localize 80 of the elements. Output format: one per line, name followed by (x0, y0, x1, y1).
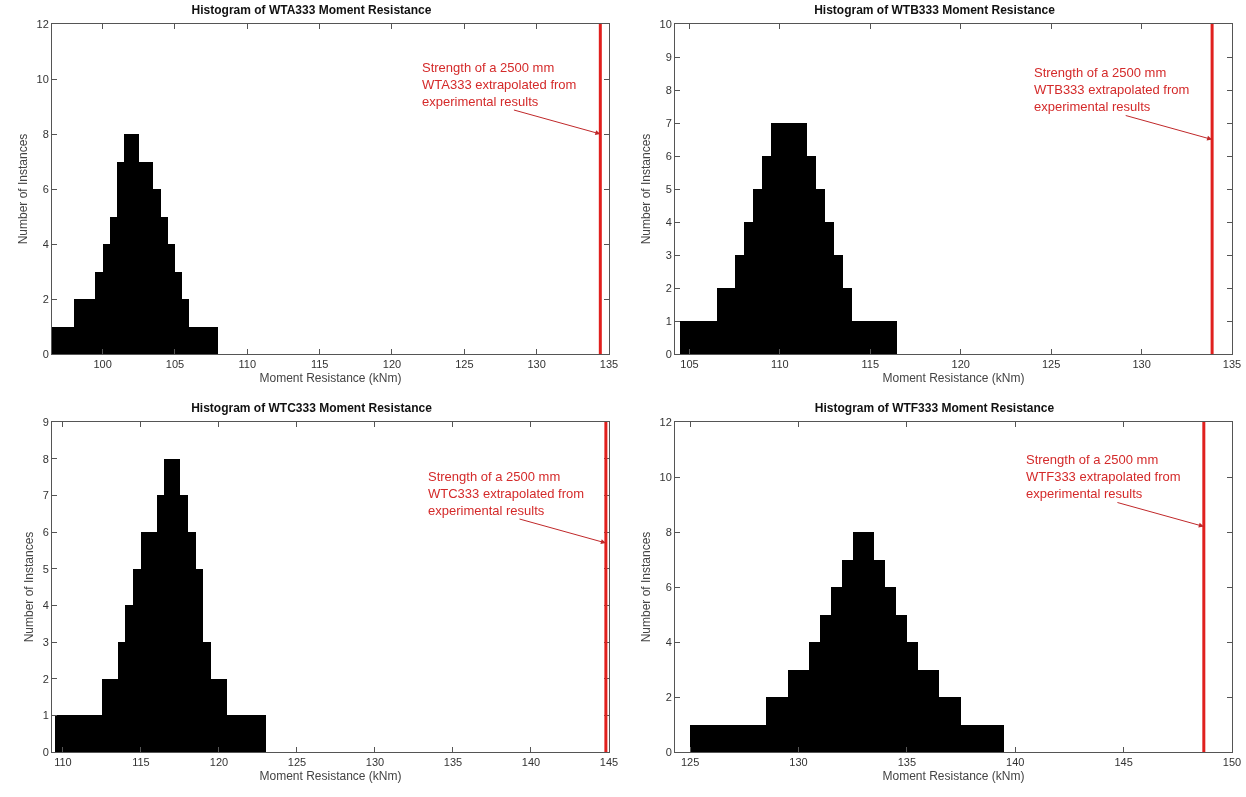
x-tick-label: 110 (54, 756, 72, 769)
y-tick-label: 2 (42, 292, 49, 305)
y-tick-label: 2 (665, 281, 672, 294)
x-tick-label: 135 (1222, 358, 1242, 371)
x-tick-label: 150 (1222, 756, 1242, 769)
x-tick-label: 115 (861, 358, 880, 371)
chart-title: Histogram of WTB333 Moment Resistance (814, 3, 1056, 18)
y-tick-label: 8 (42, 452, 49, 465)
y-tick-label: 12 (36, 17, 49, 30)
y-tick-label: 10 (36, 72, 49, 85)
x-tick-label: 105 (165, 358, 185, 371)
x-tick-label: 115 (310, 358, 329, 371)
y-tick-label: 6 (665, 580, 672, 593)
y-tick-label: 8 (42, 127, 49, 140)
x-tick-label: 125 (287, 756, 307, 769)
x-tick-label: 145 (1114, 756, 1133, 769)
annotation: Strength of a 2500 mm WTA333 extrapolated from experimental results (422, 60, 577, 109)
x-tick-label: 105 (680, 358, 699, 371)
y-tick-label: 7 (42, 489, 49, 502)
chart-title: Histogram of WTF333 Moment Resistance (814, 401, 1055, 416)
y-tick-label: 9 (42, 415, 49, 428)
y-tick-label: 6 (42, 525, 49, 538)
y-tick-label: 6 (665, 149, 672, 162)
y-tick-label: 5 (42, 562, 49, 575)
annotation: Strength of a 2500 mm WTB333 extrapolated from experimental results (1034, 65, 1190, 114)
y-tick-label: 0 (665, 745, 672, 758)
y-tick-label: 3 (665, 248, 672, 261)
x-axis-title: Moment Resistance (kNm) (259, 371, 402, 386)
chart-title: Histogram of WTC333 Moment Resistance (191, 401, 433, 416)
y-tick-label: 1 (42, 709, 49, 722)
y-tick-label: 5 (665, 182, 672, 195)
x-tick-label: 130 (365, 756, 385, 769)
y-tick-label: 4 (42, 599, 49, 612)
y-axis-title: Number of Instances (638, 133, 653, 245)
x-axis-title: Moment Resistance (kNm) (882, 769, 1025, 784)
annotation: Strength of a 2500 mm WTF333 extrapolated from experimental results (1026, 452, 1181, 501)
x-tick-label: 110 (771, 358, 789, 371)
y-tick-label: 4 (665, 635, 672, 648)
x-tick-label: 135 (599, 358, 619, 371)
x-tick-label: 125 (680, 756, 700, 769)
y-tick-label: 6 (42, 182, 49, 195)
x-tick-label: 120 (951, 358, 970, 371)
y-axis-title: Number of Instances (638, 531, 653, 643)
y-tick-label: 8 (665, 525, 672, 538)
y-tick-label: 0 (42, 347, 49, 360)
x-tick-label: 140 (521, 756, 541, 769)
x-tick-label: 120 (209, 756, 229, 769)
y-tick-label: 4 (665, 215, 672, 228)
y-tick-label: 2 (665, 690, 672, 703)
y-axis-title: Number of Instances (15, 133, 30, 245)
y-axis-title: Number of Instances (21, 531, 36, 643)
y-tick-label: 3 (42, 635, 49, 648)
x-tick-label: 125 (1041, 358, 1061, 371)
y-tick-label: 8 (665, 83, 672, 96)
x-tick-label: 115 (132, 756, 150, 769)
y-tick-label: 9 (665, 50, 672, 63)
x-tick-label: 100 (93, 358, 112, 371)
y-tick-label: 0 (42, 745, 49, 758)
annotation: Strength of a 2500 mm WTC333 extrapolated from experimental results (428, 469, 585, 518)
y-tick-label: 10 (659, 470, 672, 483)
x-tick-label: 130 (1132, 358, 1151, 371)
y-tick-label: 7 (665, 116, 672, 129)
chart-title: Histogram of WTA333 Moment Resistance (191, 3, 432, 18)
y-tick-label: 4 (42, 237, 49, 250)
x-tick-label: 130 (527, 358, 546, 371)
x-tick-label: 120 (382, 358, 402, 371)
x-tick-label: 125 (455, 358, 474, 371)
y-tick-label: 10 (659, 17, 672, 30)
y-tick-label: 0 (665, 347, 672, 360)
x-axis-title: Moment Resistance (kNm) (882, 371, 1025, 386)
x-tick-label: 110 (238, 358, 257, 371)
x-tick-label: 145 (599, 756, 619, 769)
y-tick-label: 2 (42, 672, 49, 685)
x-tick-label: 135 (897, 756, 917, 769)
y-tick-label: 1 (665, 314, 672, 327)
y-tick-label: 12 (659, 415, 672, 428)
x-tick-label: 135 (443, 756, 463, 769)
x-axis-title: Moment Resistance (kNm) (259, 769, 402, 784)
x-tick-label: 130 (789, 756, 808, 769)
x-tick-label: 140 (1006, 756, 1025, 769)
